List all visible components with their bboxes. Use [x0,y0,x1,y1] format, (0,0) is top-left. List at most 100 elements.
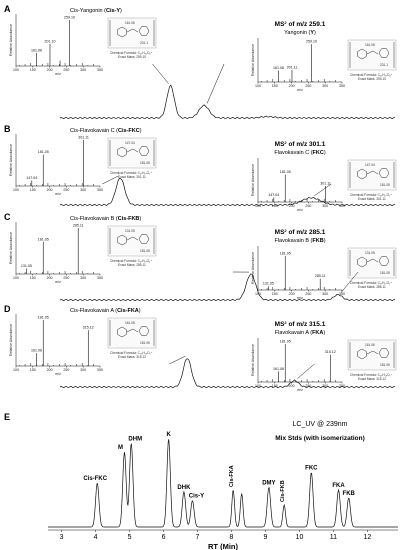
peak-label: 301.11 [78,136,89,140]
right-compound-title: Flavokavain B (FKB) [274,238,325,244]
bracket [109,320,155,346]
panel-label: D [4,304,11,314]
benzene-ring [117,26,127,38]
mz-tick-label: 100 [13,68,19,72]
pyrone-ring [378,348,390,358]
ms2-title: MS2 of m/z 285.1 [275,228,326,237]
rt-tick-label: 4 [94,534,98,541]
panel-a: A Cis-Yangonin (Cis-Y) 100 150 200 250 300 350 m… [4,4,397,119]
peak-label: FKA [332,483,345,489]
mz-tick-label: 200 [47,276,53,280]
mz-tick-label: 150 [272,384,278,388]
peak-label: DHK [177,485,191,491]
chromatogram-trace [59,273,396,301]
x-axis-label: m/z [297,388,303,392]
bond [126,236,139,241]
mz-tick-label: 350 [339,292,345,296]
mz-tick-label: 150 [30,276,36,280]
y-axis-label: Relative Abundance [251,44,255,76]
exact-mass: Exact Mass: 315.12 [118,355,146,359]
mz-tick-label: 300 [80,276,86,280]
benzene-ring [117,146,127,158]
peak-label: 161.06 [273,367,284,371]
bracket [349,250,395,276]
right-compound-title: Yangonin (Y) [284,30,316,36]
mz-tick-label: 250 [63,276,69,280]
chemical-formula: Chemical Formula: C₁₅H₁₅O₄⁺ [110,51,153,55]
mz-tick-label: 350 [97,368,103,372]
mz-tick-label: 350 [339,384,345,388]
bracket [349,42,395,68]
chemical-formula: Chemical Formula: C₁₇H₁₇O₅⁺ [110,171,152,175]
exact-mass: Exact Mass: 259.10 [118,55,146,59]
rt-tick-label: 10 [296,534,304,541]
peak-label: K [166,432,171,438]
panel-label: C [4,212,11,222]
x-axis-label: RT (Min) [208,542,238,550]
peak-label: 147.04 [268,193,279,197]
y-axis-label: Relative Abundance [9,144,13,176]
mz-tick-label: 150 [272,292,278,296]
arrow-line [102,175,119,185]
panel-label: B [4,124,11,134]
panel-d: D Cis-Flavokavain A (Cis-FKA) 100 150 200 250… [4,304,397,392]
arrow-line [314,183,332,197]
peak-label: Cis-Y [189,494,204,500]
bond [366,170,379,175]
peak-label: 285.11 [73,224,84,228]
peak-label: 161.06 [31,349,42,353]
fragment-label: 181.05 [140,161,150,165]
chemical-formula: Chemical Formula: C₁₅H₁₅O₄⁺ [350,73,393,77]
fragment-label: 161.06 [125,21,135,25]
x-axis-label: m/z [297,296,303,300]
mz-tick-label: 300 [322,292,328,296]
mz-tick-label: 100 [255,84,261,88]
pyrone-ring [138,146,150,156]
benzene-ring [117,234,127,246]
benzene-ring [357,48,367,60]
bracket [349,342,395,368]
mz-tick-label: 300 [80,188,86,192]
exact-mass: Exact Mass: 285.11 [358,285,386,289]
panel-c: C Cis-Flavokavain B (Cis-FKB) 100 150 200 250… [4,212,397,301]
arrow-line [152,63,169,84]
fragment-label: 231.1 [380,63,388,67]
benzene-ring [357,348,367,360]
mz-tick-label: 200 [289,292,295,296]
mz-tick-label: 250 [63,68,69,72]
ms2-title: MS2 of m/z 315.1 [275,320,326,329]
y-axis-label: Relative Abundance [9,24,13,56]
fragment-label: 231.1 [140,41,148,45]
fragment-label: 161.06 [365,343,375,347]
left-compound-title: Cis-Flavokavain C (Cis-FKC) [70,128,142,134]
pyrone-ring [378,48,390,58]
bracket [109,20,155,46]
mz-tick-label: 100 [13,188,19,192]
peak-label: Cis-FKC [83,476,107,482]
rt-tick-label: 6 [162,534,166,541]
benzene-ring [117,326,127,338]
rt-tick-label: 11 [330,534,337,541]
mz-tick-label: 150 [30,368,36,372]
rt-tick-label: 5 [128,534,132,541]
fragment-label: 131.05 [365,251,375,255]
left-compound-title: Cis-Flavokavain B (Cis-FKB) [70,216,141,222]
arrow-line [340,271,359,293]
peak-label: 161.06 [273,66,284,70]
panel-e: E LC_UV @ 239nm Mix Stds (with isomerizati… [4,412,398,550]
peak-label: 301.11 [320,182,331,186]
exact-mass: Exact Mass: 285.11 [118,263,146,267]
fragment-label: 181.05 [140,341,150,345]
benzene-ring [357,168,367,180]
peak-label: 181.05 [280,170,291,174]
x-axis-label: m/z [55,192,61,196]
fragment-label: 181.05 [140,249,150,253]
y-axis-label: Relative Abundance [251,164,255,196]
peak-label: 315.12 [325,350,336,354]
mz-tick-label: 100 [255,204,261,208]
mz-tick-label: 100 [13,368,19,372]
chemical-formula: Chemical Formula: C₁₈H₁₉O₅⁺ [350,373,393,377]
chemical-formula: Chemical Formula: C₁₇H₁₇O₅⁺ [350,193,392,197]
mz-tick-label: 200 [47,368,53,372]
